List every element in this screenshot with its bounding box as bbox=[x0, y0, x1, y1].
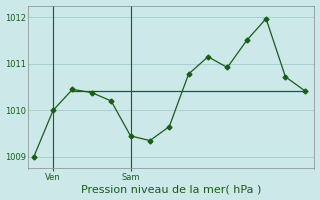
X-axis label: Pression niveau de la mer( hPa ): Pression niveau de la mer( hPa ) bbox=[81, 184, 261, 194]
